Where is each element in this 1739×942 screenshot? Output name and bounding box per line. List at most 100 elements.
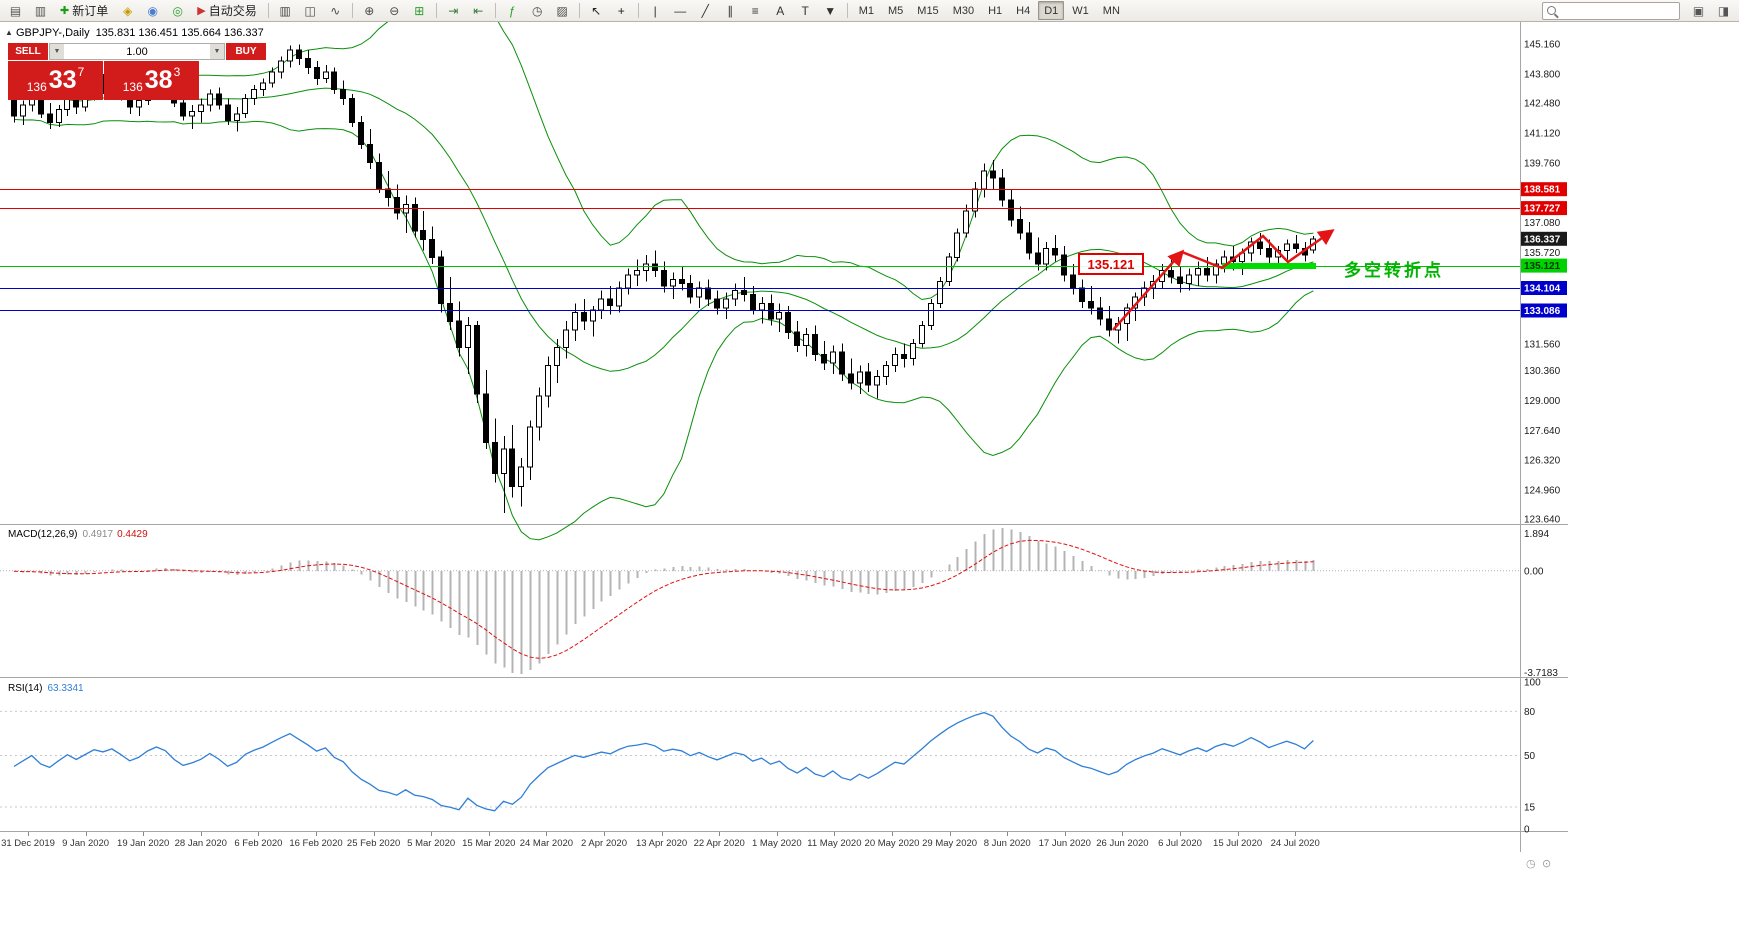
arrow-objects-icon[interactable]: ▼ [824,3,837,18]
new-order-button-label: 新订单 [72,4,109,18]
svg-text:139.760: 139.760 [1524,159,1561,170]
timeframe-m30-button[interactable]: M30 [952,4,975,17]
trend-arrow-annotation-2[interactable] [1181,229,1335,270]
tile-windows-icon[interactable]: ⊞ [414,3,425,18]
volume-decrease-icon[interactable]: ▼ [50,44,64,59]
price-level-annotation[interactable]: 135.121 [1078,253,1144,275]
chart-profiles-icon[interactable]: ▥ [34,3,47,18]
svg-text:22 Apr 2020: 22 Apr 2020 [694,838,745,849]
svg-text:127.640: 127.640 [1524,426,1561,437]
support-bar-annotation[interactable] [1222,263,1316,269]
one-click-trading-panel: SELL ▼ ▼ BUY 136 33 7 136 38 3 [8,43,266,100]
toolbar-separator [267,3,269,18]
horizontal-line-icon[interactable]: — [674,3,687,18]
zoom-in-icon[interactable]: ⊕ [364,3,375,18]
search-box [1542,1,1680,20]
macd-signal-line [13,539,1314,659]
trend-arrow-annotation-1[interactable] [1112,249,1185,331]
svg-text:133.086: 133.086 [1524,306,1561,317]
time-axis-labels: 31 Dec 2019 9 Jan 2020 19 Jan 2020 28 Jan 2… [1,838,1320,849]
new-window-icon[interactable]: ▣ [1692,3,1705,18]
one-click-collapse-icon[interactable]: ▲ [5,28,13,37]
bid-price-point: 7 [77,65,85,79]
svg-text:6 Jul 2020: 6 Jul 2020 [1158,838,1202,849]
data-window-icon[interactable]: ◉ [147,3,158,18]
svg-text:135.720: 135.720 [1524,248,1561,259]
auto-trading-button-label: 自动交易 [208,4,257,18]
zoom-out-icon[interactable]: ⊖ [389,3,400,18]
line-chart-icon[interactable]: ∿ [330,3,341,18]
candlestick-chart-icon[interactable]: ◫ [304,3,316,18]
indicators-list-icon[interactable]: ƒ [508,3,516,18]
svg-text:24 Mar 2020: 24 Mar 2020 [520,838,573,849]
svg-text:131.560: 131.560 [1524,340,1561,351]
fibonacci-icon[interactable]: ≡ [751,3,759,18]
search-input[interactable] [1560,3,1675,18]
timeframe-m1-button[interactable]: M1 [858,4,874,17]
trendline-icon[interactable]: ╱ [701,3,709,18]
market-depth-icon[interactable]: ◈ [123,3,133,18]
svg-text:29 May 2020: 29 May 2020 [922,838,977,849]
volume-input[interactable] [64,44,210,59]
text-icon[interactable]: A [776,3,785,18]
auto-trading-button[interactable]: ▶ 自动交易 [190,1,263,21]
rsi-indicator-label: RSI(14) 63.3341 [8,683,84,694]
auto-trading-button-icon: ▶ [197,5,206,17]
ask-price-pips: 38 [144,66,173,94]
toolbar-separator [846,3,848,18]
macd-signal-value: 0.4429 [117,529,148,540]
svg-text:16 Feb 2020: 16 Feb 2020 [289,838,342,849]
new-chart-icon[interactable]: ▤ [9,3,22,18]
svg-text:137.727: 137.727 [1524,204,1561,215]
svg-text:28 Jan 2020: 28 Jan 2020 [175,838,227,849]
svg-text:9 Jan 2020: 9 Jan 2020 [62,838,109,849]
timeframe-d1-button[interactable]: D1 [1038,1,1065,20]
bollinger-bands [13,0,1314,541]
rsi-level-lines [0,710,1520,808]
candles-layer [11,44,1316,514]
signals-icon[interactable]: ◎ [172,3,183,18]
quick-nav-clock-icon[interactable]: ◷ [1526,858,1536,870]
svg-text:2 Apr 2020: 2 Apr 2020 [581,838,627,849]
turning-point-annotation[interactable]: 多空转折点 [1344,261,1444,280]
panel-toggle-icon[interactable]: ◨ [1717,3,1730,18]
timeframe-m15-button[interactable]: M15 [917,4,939,17]
periods-icon[interactable]: ◷ [531,3,543,18]
chart-shift-icon[interactable]: ⇤ [473,3,484,18]
bar-chart-icon[interactable]: ▥ [279,3,291,18]
bid-price-main: 136 [26,80,47,94]
timeframe-m5-button[interactable]: M5 [888,4,904,17]
svg-text:50: 50 [1524,751,1536,762]
quick-nav-target-icon[interactable]: ⊙ [1542,858,1552,870]
ask-price-point: 3 [173,65,181,79]
sell-button[interactable]: SELL [8,43,48,60]
new-order-button[interactable]: ✚ 新订单 [53,1,115,21]
label-icon[interactable]: T [801,3,809,18]
macd-axis-labels: 1.894 0.00 -3.7183 [1524,529,1558,679]
vertical-line-icon[interactable]: | [653,3,657,18]
channel-icon[interactable]: ∥ [727,3,734,18]
chart-ohlc-values: 135.831 136.451 135.664 136.337 [95,27,264,39]
toolbar-separator [637,3,639,18]
rsi-line [13,711,1314,812]
toolbar-separator [578,3,580,18]
cursor-icon[interactable]: ↖ [591,3,602,18]
crosshair-icon[interactable]: + [617,3,625,18]
timeframe-h1-button[interactable]: H1 [988,4,1003,17]
bid-price-display[interactable]: 136 33 7 [8,61,103,100]
svg-text:143.800: 143.800 [1524,70,1561,81]
panel-separators[interactable] [0,22,1568,852]
timeframe-w1-button[interactable]: W1 [1072,4,1089,17]
auto-scroll-icon[interactable]: ⇥ [448,3,459,18]
svg-text:24 Jul 2020: 24 Jul 2020 [1271,838,1320,849]
timeframe-h4-button[interactable]: H4 [1016,4,1031,17]
svg-text:11 May 2020: 11 May 2020 [807,838,861,849]
buy-button[interactable]: BUY [226,43,266,60]
price-axis-tags: 138.581 137.727 136.337 135.121 134.104 133.0… [1521,182,1567,318]
svg-text:129.000: 129.000 [1524,396,1561,407]
volume-increase-icon[interactable]: ▼ [210,44,224,59]
templates-icon[interactable]: ▨ [556,3,568,18]
timeframe-mn-button[interactable]: MN [1102,4,1120,17]
ask-price-display[interactable]: 136 38 3 [104,61,199,100]
